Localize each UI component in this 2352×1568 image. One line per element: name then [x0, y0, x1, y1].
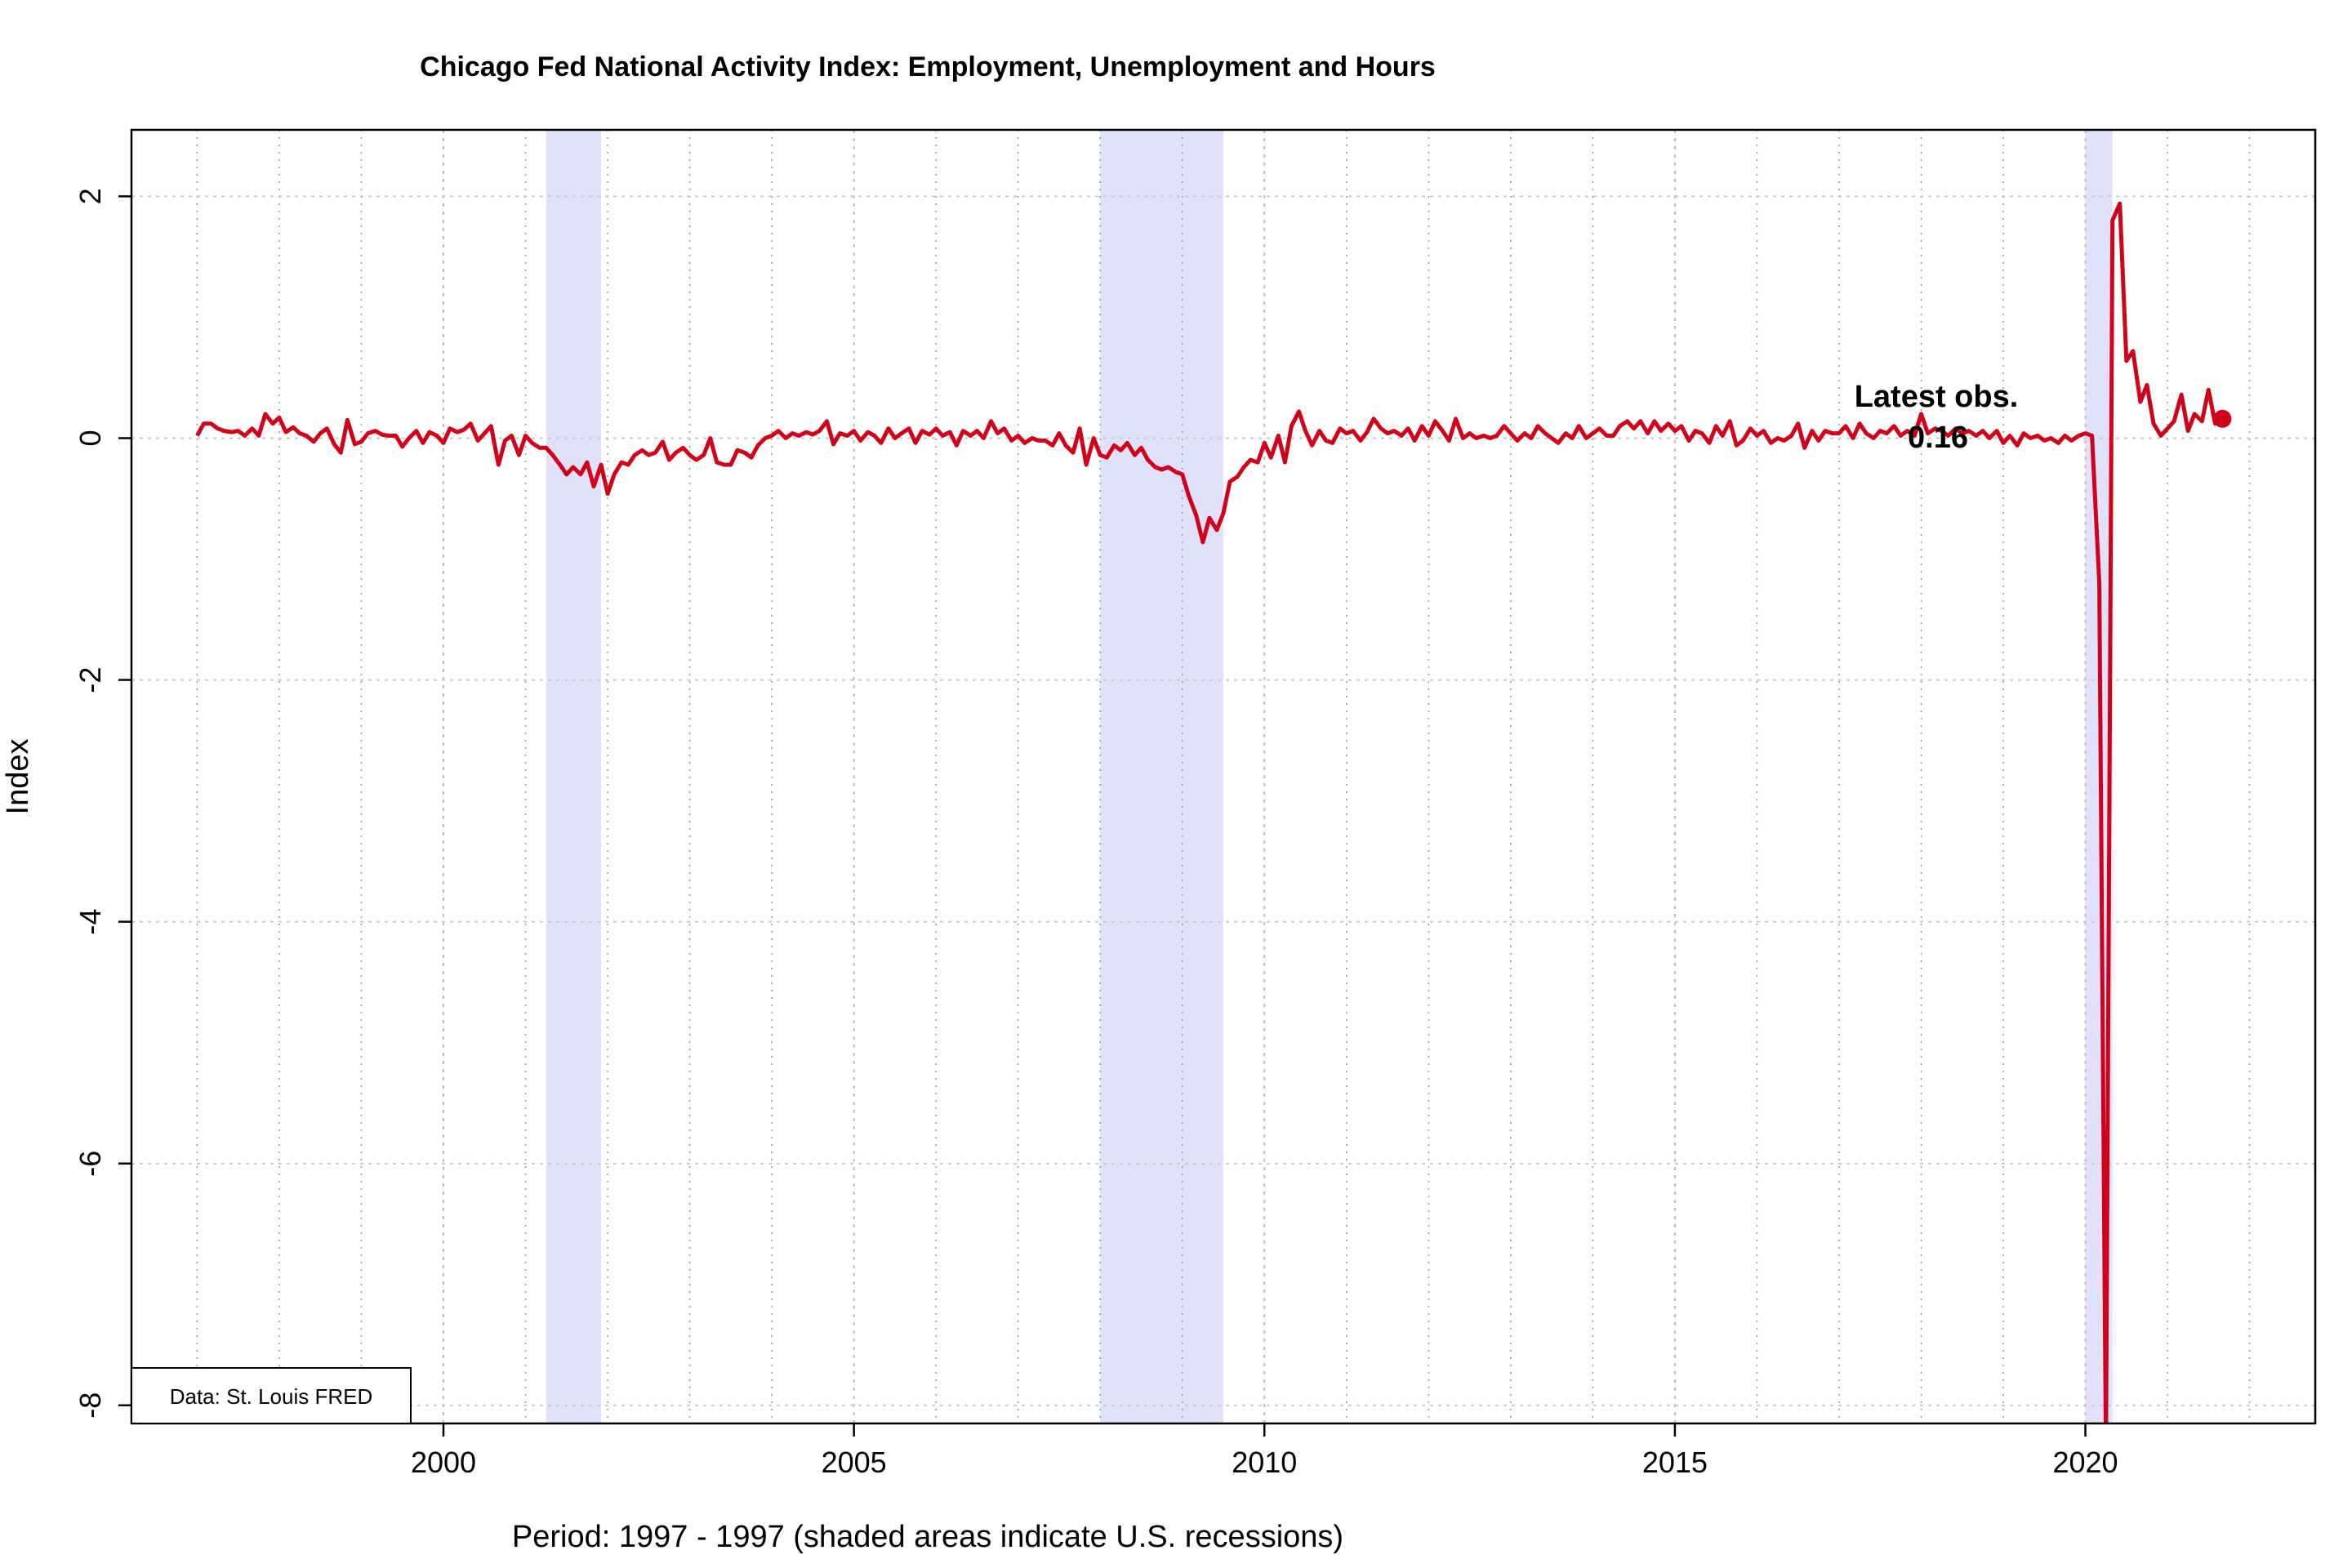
y-tick-label: -6 — [74, 1151, 107, 1177]
x-tick-label: 2020 — [2052, 1446, 2118, 1479]
annotation-label: Latest obs. — [1855, 380, 2019, 414]
series-layer — [195, 201, 2232, 1423]
annotation-value: 0.16 — [1908, 421, 1968, 455]
recession-band-2 — [1100, 130, 1223, 1423]
y-tick-label: -8 — [74, 1392, 107, 1419]
y-tick-label: 2 — [74, 188, 107, 204]
source-legend-box — [131, 1367, 412, 1424]
x-axis: 2000 2005 2010 2015 2020 — [411, 1423, 2118, 1479]
y-axis-title: Index — [1, 739, 35, 815]
latest-point — [2213, 409, 2232, 428]
x-tick-label: 2015 — [1642, 1446, 1708, 1479]
chart-title: Chicago Fed National Activity Index: Emp… — [420, 51, 1436, 82]
grid — [131, 130, 2315, 1423]
plot-frame — [130, 128, 2317, 1425]
source-note: Data: St. Louis FRED — [170, 1384, 373, 1409]
recession-band-1 — [546, 130, 602, 1423]
x-tick-label: 2010 — [1232, 1446, 1297, 1479]
recession-bands — [546, 130, 2113, 1423]
y-tick-label: 0 — [74, 430, 107, 446]
x-tick-label: 2005 — [822, 1446, 887, 1479]
series-line-1 — [195, 201, 2224, 1423]
y-tick-label: -4 — [74, 909, 107, 935]
source-legend: Data: St. Louis FRED — [131, 1367, 412, 1424]
x-tick-label: 2000 — [411, 1446, 476, 1479]
x-axis-title: Period: 1997 - 1997 (shaded areas indica… — [512, 1520, 1343, 1554]
latest-observation-annotation: Latest obs. 0.16 — [1855, 380, 2019, 455]
y-tick-label: -2 — [74, 667, 107, 693]
y-axis: -8 -6 -4 -2 0 2 — [74, 188, 131, 1419]
